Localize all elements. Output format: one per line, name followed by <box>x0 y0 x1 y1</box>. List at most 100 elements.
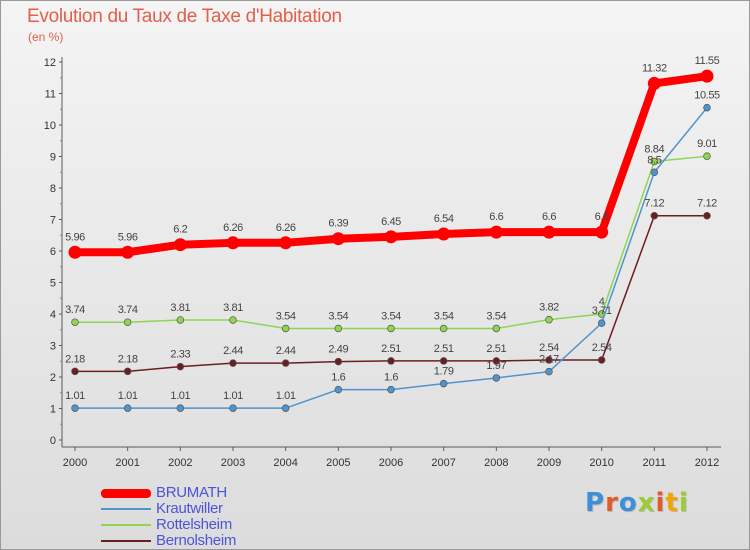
x-tick-label: 2009 <box>537 457 561 469</box>
data-label-bernolsheim: 2.44 <box>223 345 243 357</box>
data-label-krautwiller: 1.79 <box>434 366 454 378</box>
data-label-bernolsheim: 7.12 <box>644 198 664 210</box>
x-tick-label: 2003 <box>221 457 245 469</box>
data-label-brumath: 6.45 <box>381 216 401 228</box>
data-point-brumath <box>647 76 661 90</box>
data-point-krautwiller <box>545 367 553 376</box>
legend-item-brumath: BRUMATH <box>101 485 351 501</box>
proxiti-logo: Proxiti <box>585 488 689 518</box>
data-label-brumath: 5.96 <box>118 231 138 243</box>
data-label-bernolsheim: 2.51 <box>486 343 506 355</box>
data-point-bernolsheim <box>387 357 395 365</box>
data-point-rottelsheim <box>650 157 659 166</box>
legend-swatch-rottelsheim <box>101 524 151 526</box>
data-point-krautwiller <box>439 379 448 388</box>
series-layer <box>68 69 714 412</box>
data-point-krautwiller <box>334 385 343 394</box>
chart-title: Evolution du Taux de Taxe d'Habitation <box>27 6 342 27</box>
y-tick-label: 3 <box>50 341 56 353</box>
data-point-bernolsheim <box>71 367 79 376</box>
data-point-brumath <box>542 225 556 239</box>
y-tick-label: 7 <box>50 215 56 227</box>
y-tick-label: 5 <box>50 278 56 290</box>
data-label-rottelsheim: 3.81 <box>223 302 243 314</box>
data-label-bernolsheim: 2.51 <box>381 343 401 355</box>
data-point-rottelsheim <box>439 324 448 333</box>
y-tick-label: 10 <box>44 120 56 132</box>
x-tick-label: 2007 <box>431 457 455 469</box>
legend-label-rottelsheim: Rottelsheim <box>156 516 232 533</box>
data-point-rottelsheim <box>545 315 553 324</box>
data-label-brumath: 11.55 <box>695 55 720 67</box>
x-tick-label: 2012 <box>695 457 719 469</box>
data-label-krautwiller: 8.5 <box>647 154 661 166</box>
logo-letter: o <box>618 488 638 518</box>
legend-label-bernolsheim: Bernolsheim <box>156 532 237 549</box>
data-point-krautwiller <box>650 168 659 177</box>
x-tick-label: 2008 <box>484 457 508 469</box>
data-point-rottelsheim <box>387 324 395 333</box>
data-label-brumath: 6.54 <box>434 213 454 225</box>
data-label-rottelsheim: 3.54 <box>486 310 506 322</box>
data-label-brumath: 5.96 <box>65 231 85 243</box>
data-point-bernolsheim <box>176 362 185 371</box>
data-point-brumath <box>384 230 398 244</box>
data-point-krautwiller <box>703 103 711 112</box>
data-label-bernolsheim: 2.18 <box>65 353 85 365</box>
x-tick-label: 2004 <box>273 457 297 469</box>
data-label-brumath: 6.6 <box>489 211 503 223</box>
data-point-bernolsheim <box>439 357 448 365</box>
x-tick-label: 2011 <box>643 457 667 469</box>
data-label-brumath: 6.2 <box>173 224 187 236</box>
data-label-krautwiller: 1.01 <box>276 390 296 402</box>
data-label-krautwiller: 1.97 <box>486 360 506 372</box>
data-label-brumath: 6.6 <box>542 211 556 223</box>
legend-swatch-krautwiller <box>101 508 151 510</box>
data-label-krautwiller: 1.01 <box>65 390 85 402</box>
y-tick-label: 12 <box>44 57 56 69</box>
legend-label-brumath: BRUMATH <box>156 484 227 501</box>
data-label-bernolsheim: 2.51 <box>434 343 454 355</box>
data-point-brumath <box>173 238 187 252</box>
data-label-krautwiller: 3.71 <box>592 305 612 317</box>
data-label-brumath: 6.26 <box>223 222 243 234</box>
data-point-brumath <box>437 227 451 241</box>
data-point-rottelsheim <box>123 318 132 326</box>
data-point-bernolsheim <box>123 367 132 376</box>
data-label-rottelsheim: 3.74 <box>118 304 138 316</box>
data-point-bernolsheim <box>334 357 343 366</box>
data-point-krautwiller <box>176 404 185 412</box>
x-tick-label: 2001 <box>115 457 139 469</box>
data-point-krautwiller <box>387 385 395 394</box>
legend-swatch-bernolsheim <box>101 540 151 542</box>
chart-subtitle: (en %) <box>28 30 64 44</box>
data-point-brumath <box>68 245 82 259</box>
data-point-bernolsheim <box>492 357 501 365</box>
data-label-krautwiller: 1.6 <box>331 372 345 384</box>
x-tick-label: 2000 <box>63 457 87 469</box>
data-point-bernolsheim <box>650 211 659 220</box>
x-tick-label: 2005 <box>326 457 350 469</box>
y-tick-label: 9 <box>50 152 56 164</box>
data-label-krautwiller: 10.55 <box>694 90 720 102</box>
y-tick-label: 2 <box>50 372 56 384</box>
data-point-rottelsheim <box>176 316 185 324</box>
data-point-rottelsheim <box>492 324 501 333</box>
data-labels-layer: 5.96 5.96 6.2 6.26 6.26 6.39 6.45 6.54 6.6 6.6 6.6… <box>65 55 720 402</box>
logo-letter: x <box>637 488 656 518</box>
data-point-bernolsheim <box>281 359 290 367</box>
y-tick-label: 4 <box>50 309 56 321</box>
legend-item-krautwiller: Krautwiller <box>101 501 351 517</box>
logo-letter: i <box>678 488 689 518</box>
data-point-brumath <box>331 232 345 246</box>
data-point-brumath <box>121 245 135 259</box>
data-label-brumath: 6.39 <box>328 218 348 230</box>
data-label-bernolsheim: 7.12 <box>697 198 717 210</box>
legend-item-bernolsheim: Bernolsheim <box>101 533 351 549</box>
data-label-krautwiller: 1.01 <box>118 390 138 402</box>
data-label-bernolsheim: 2.49 <box>328 344 348 356</box>
x-tick-label: 2010 <box>589 457 613 469</box>
data-label-rottelsheim: 8.84 <box>644 144 664 156</box>
